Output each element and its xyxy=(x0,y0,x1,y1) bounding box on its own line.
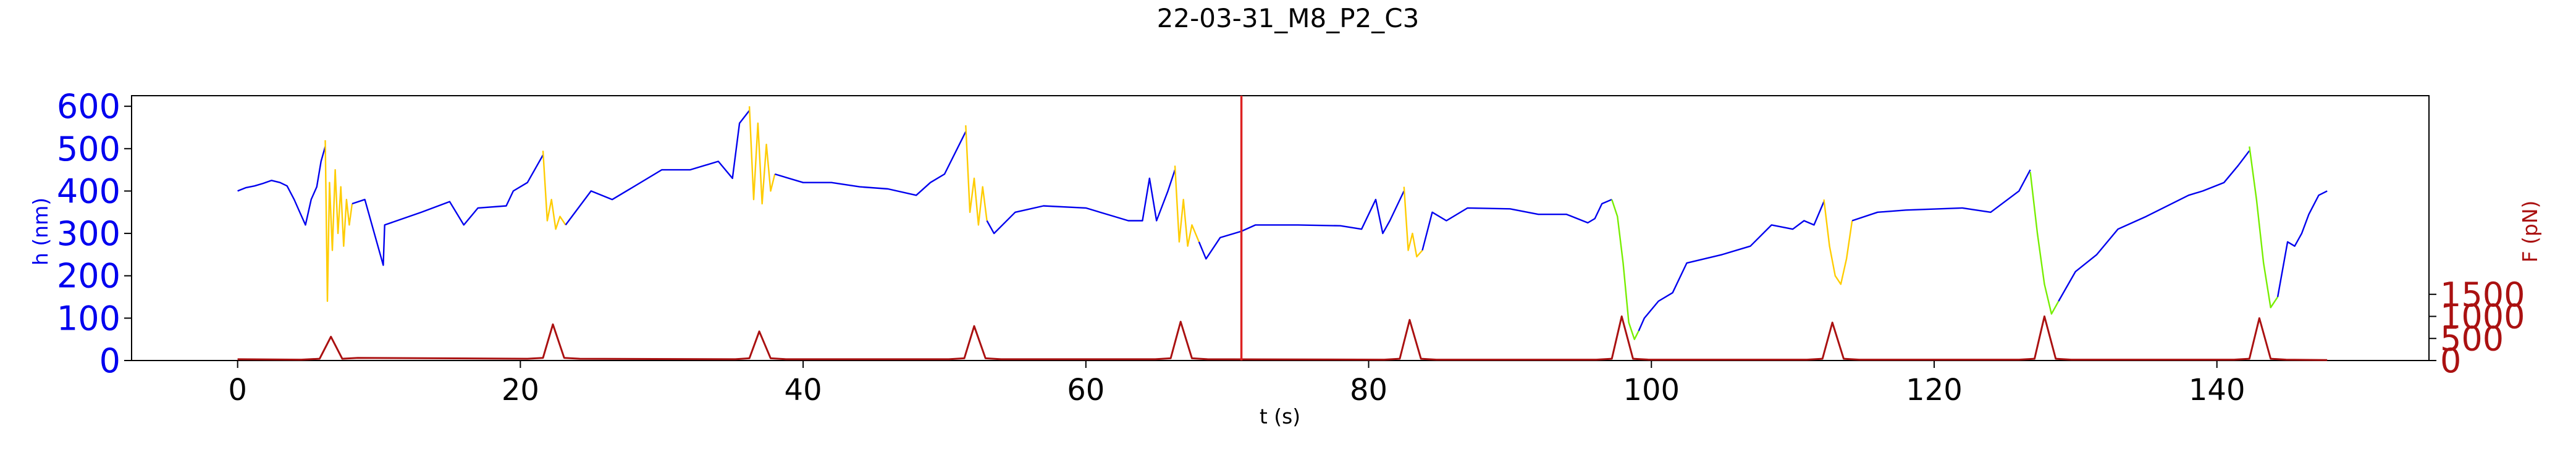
height-series-line-6 xyxy=(774,131,967,196)
y-left-tick-label: 500 xyxy=(57,130,120,169)
height-series-line-2 xyxy=(351,154,544,266)
height-series-line-11 xyxy=(1403,186,1423,257)
y-left-tick-label: 200 xyxy=(57,257,120,296)
y-right-tick-label: 1000 xyxy=(2440,298,2525,336)
height-series-line-4 xyxy=(565,110,751,226)
y-axis-label-right: F (pN) xyxy=(2518,201,2542,263)
height-series-line-19 xyxy=(2249,146,2279,309)
y-left-tick-label: 0 xyxy=(99,341,120,380)
height-series-line-14 xyxy=(1638,201,1825,332)
x-tick-label: 100 xyxy=(1623,373,1680,407)
force-series-line xyxy=(237,315,2328,361)
x-tick-label: 0 xyxy=(228,373,247,407)
y-left-tick-label: 400 xyxy=(57,172,120,211)
y-right-tick-label: 1500 xyxy=(2440,275,2525,314)
x-tick-label: 40 xyxy=(785,373,822,407)
x-tick-label: 60 xyxy=(1067,373,1105,407)
y-right-tick-label: 500 xyxy=(2440,319,2504,358)
height-series-line-0 xyxy=(237,146,326,226)
x-tick-label: 140 xyxy=(2189,373,2246,407)
height-series-line-17 xyxy=(2029,172,2060,315)
y-left-tick-label: 100 xyxy=(57,299,120,338)
height-series-line-12 xyxy=(1421,199,1612,251)
y-axis-label-left: h (nm) xyxy=(28,198,53,265)
x-tick-label: 80 xyxy=(1350,373,1387,407)
height-series-line-15 xyxy=(1823,199,1853,285)
height-series-line-16 xyxy=(1851,169,2031,222)
height-series-line-1 xyxy=(324,140,353,302)
x-axis-label: t (s) xyxy=(1260,404,1300,428)
y-left-tick-label: 600 xyxy=(57,87,120,126)
height-series-line-9 xyxy=(1174,165,1200,247)
y-right-tick-label: 0 xyxy=(2440,341,2461,380)
x-tick-label: 120 xyxy=(1906,373,1963,407)
chart-title: 22-03-31_M8_P2_C3 xyxy=(1157,3,1420,33)
plot-frame xyxy=(131,95,2430,361)
y-left-tick-label: 300 xyxy=(57,214,120,253)
x-tick-label: 20 xyxy=(502,373,539,407)
height-series-line-18 xyxy=(2058,150,2250,302)
height-series-line-5 xyxy=(748,106,776,205)
height-series-line-8 xyxy=(986,169,1176,235)
height-series-line-13 xyxy=(1611,199,1639,340)
plot-area: 0 20 40 60 80 100 120 1400100200300400500600050… xyxy=(57,87,2525,407)
height-series-line-3 xyxy=(542,151,566,230)
height-series-line-20 xyxy=(2276,190,2328,298)
height-series-line-7 xyxy=(965,125,988,226)
height-series-line-10 xyxy=(1198,190,1405,260)
